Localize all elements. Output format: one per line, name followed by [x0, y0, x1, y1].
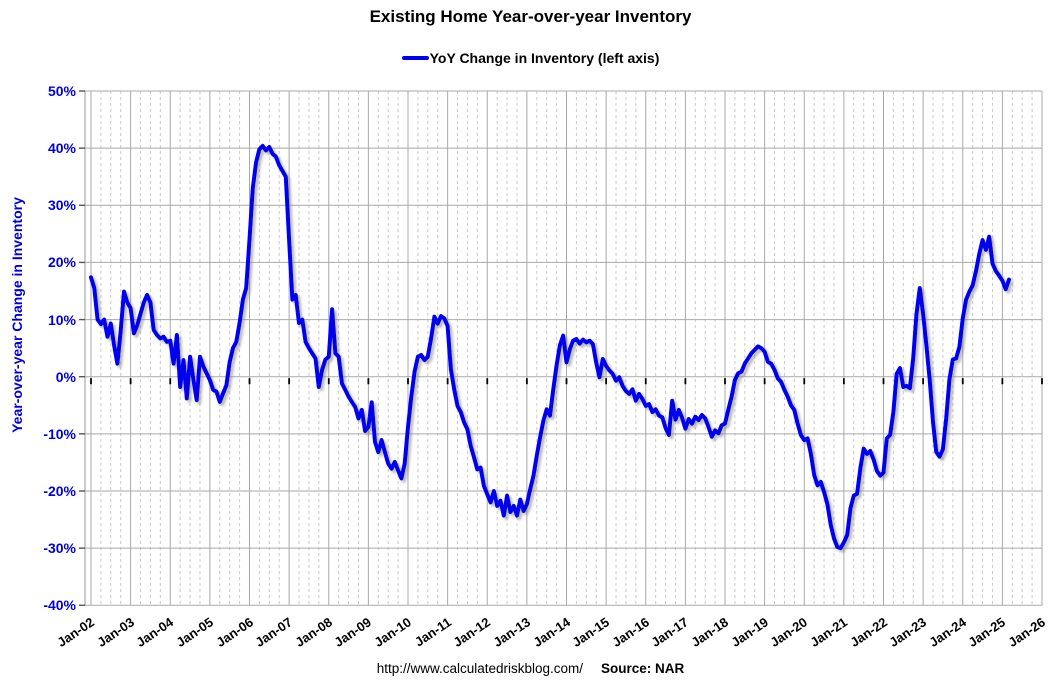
y-tick-label: 10% [47, 311, 76, 328]
y-tick-label: -30% [43, 540, 76, 557]
data-series [89, 143, 1011, 551]
y-tick-label: -20% [43, 483, 76, 499]
y-tick-label: 0% [55, 368, 76, 385]
axis-lines [79, 90, 1043, 606]
source-label: Source: NAR [601, 661, 685, 676]
minor-gridlines [100, 90, 1033, 606]
y-tick-label: 40% [47, 140, 76, 157]
y-tick-label: 30% [47, 197, 76, 214]
yoy-inventory-line [89, 143, 1011, 551]
chart-footer: http://www.calculatedriskblog.com/ Sourc… [0, 661, 1061, 676]
y-tick-label: -10% [43, 425, 76, 442]
y-tick-label: 50% [47, 82, 76, 99]
y-tick-label: -40% [43, 597, 76, 614]
chart-title: Existing Home Year-over-year Inventory [369, 7, 692, 26]
legend-line-swatch [401, 56, 429, 60]
legend: YoY Change in Inventory (left axis) [0, 49, 1061, 67]
y-tick-label: 20% [47, 254, 76, 271]
legend-label: YoY Change in Inventory (left axis) [429, 50, 660, 66]
source-url: http://www.calculatedriskblog.com/ [376, 661, 584, 676]
